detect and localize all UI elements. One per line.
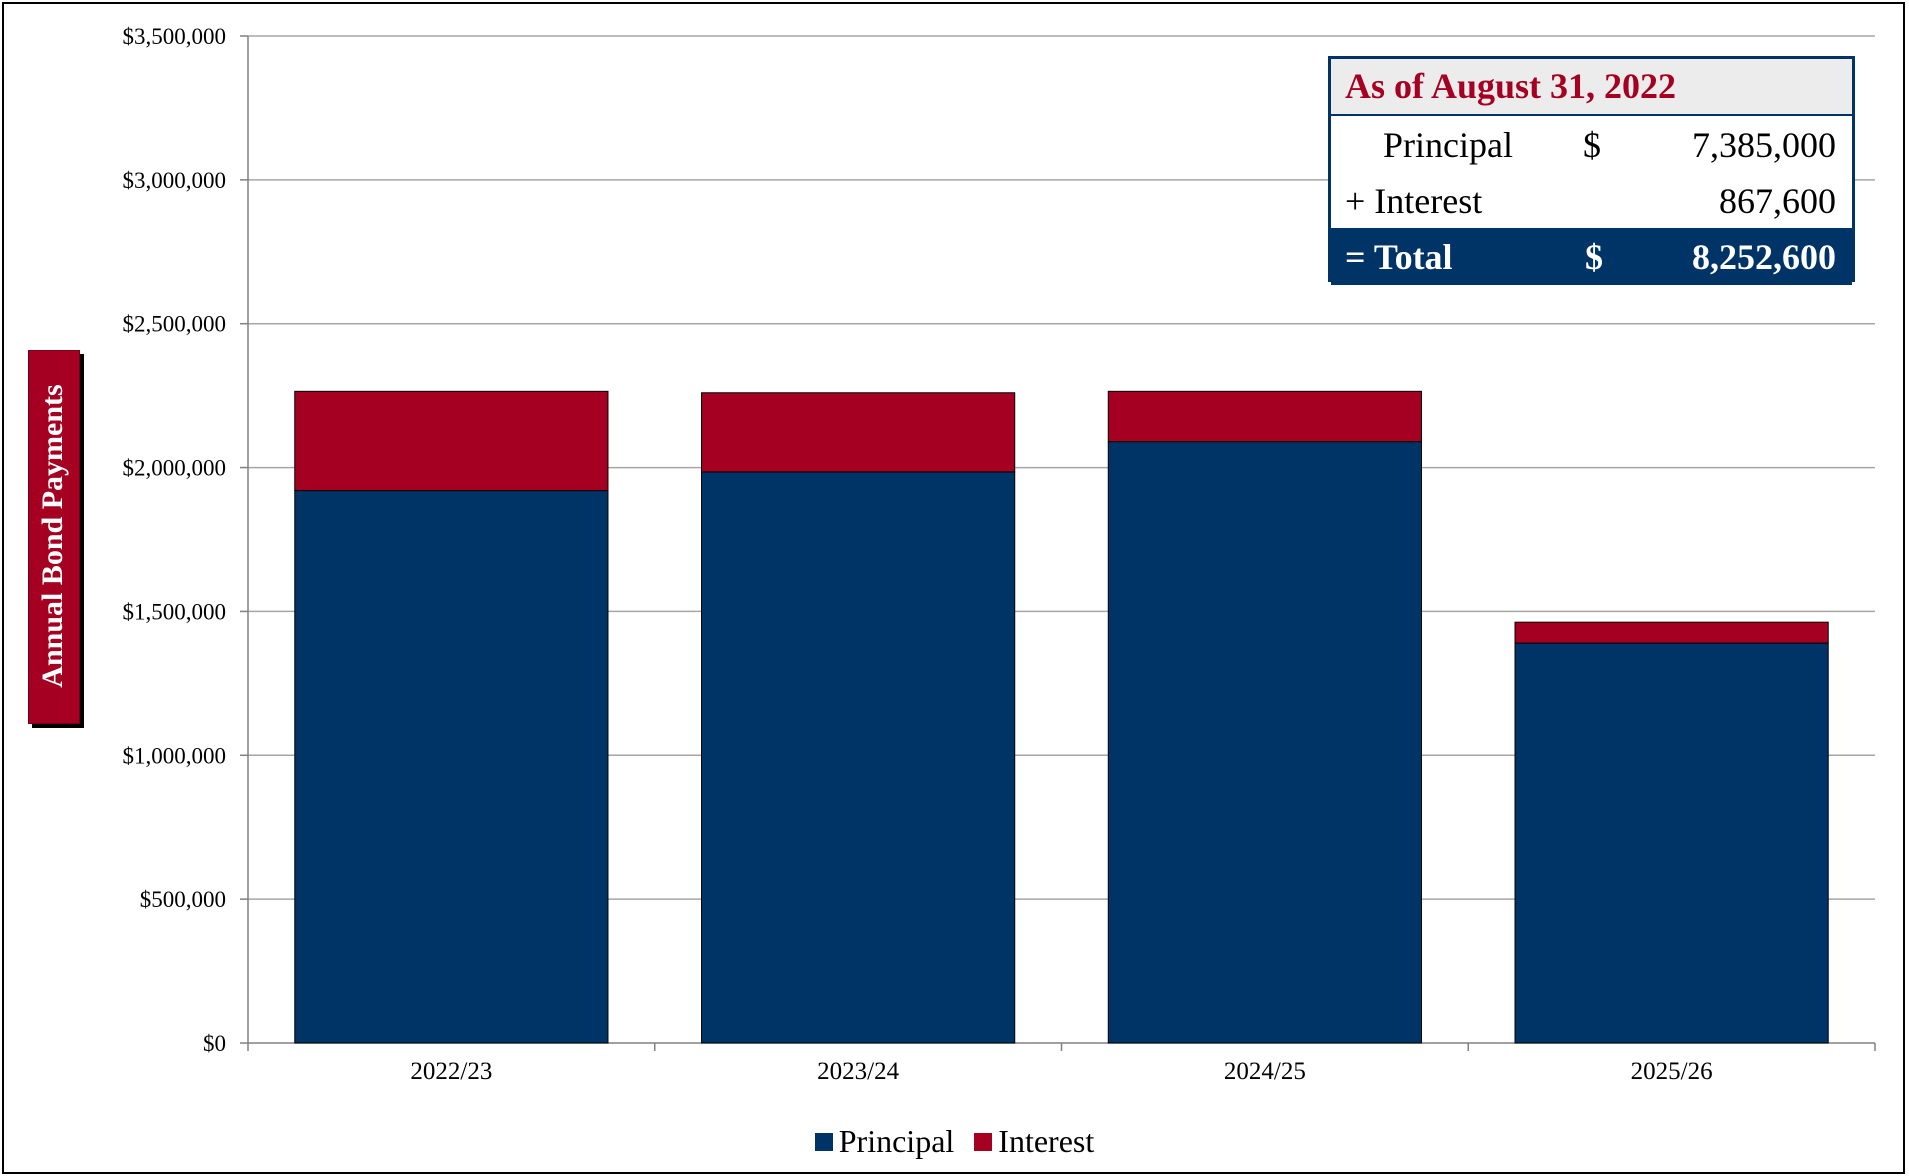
summary-interest-label: + Interest	[1345, 181, 1483, 221]
x-tick-label: 2022/23	[410, 1058, 492, 1085]
bar-principal-2023-24	[701, 471, 1016, 1044]
bar-interest-2023-24	[701, 392, 1016, 473]
bar-principal-2024-25	[1107, 441, 1422, 1044]
summary-title: As of August 31, 2022	[1331, 59, 1852, 116]
y-tick-label: $2,000,000	[123, 456, 227, 481]
y-tick-label: $3,500,000	[123, 24, 227, 49]
legend-label-interest: Interest	[998, 1123, 1095, 1160]
chart-legend: Principal Interest	[0, 1120, 1909, 1160]
y-tick-label: $1,500,000	[123, 599, 227, 624]
legend-label-principal: Principal	[838, 1123, 955, 1160]
legend-swatch-principal	[814, 1132, 833, 1151]
summary-principal-value: 7,385,000	[1692, 125, 1836, 165]
legend-swatch-interest	[974, 1132, 993, 1151]
legend-item-principal: Principal	[814, 1123, 955, 1160]
y-tick-label: $1,000,000	[123, 743, 227, 768]
summary-total-currency: $	[1585, 237, 1603, 277]
summary-interest-value: 867,600	[1719, 181, 1836, 221]
y-tick-label: $2,500,000	[123, 312, 227, 337]
summary-total-label: = Total	[1345, 237, 1453, 277]
summary-total-value: 8,252,600	[1692, 237, 1836, 277]
legend-item-interest: Interest	[974, 1123, 1094, 1160]
y-axis-label: Annual Bond Payments	[36, 384, 69, 688]
x-tick-label: 2023/24	[817, 1058, 899, 1085]
x-tick-label: 2024/25	[1224, 1058, 1306, 1085]
summary-table: As of August 31, 2022 Principal $ 7,385,…	[1328, 56, 1855, 285]
bar-interest-2022-23	[294, 390, 609, 492]
bar-interest-2024-25	[1107, 390, 1422, 443]
bar-interest-2025-26	[1514, 621, 1829, 644]
y-tick-label: $3,000,000	[123, 168, 227, 193]
summary-row-total: = Total $ 8,252,600	[1331, 228, 1852, 285]
summary-row-interest: + Interest 867,600	[1331, 172, 1852, 228]
summary-row-principal: Principal $ 7,385,000	[1331, 116, 1852, 172]
y-tick-label: $0	[203, 1031, 226, 1056]
y-tick-label: $500,000	[140, 887, 226, 912]
bar-principal-2022-23	[294, 490, 609, 1044]
x-tick-label: 2025/26	[1631, 1058, 1713, 1085]
summary-principal-currency: $	[1583, 125, 1601, 165]
summary-principal-label: Principal	[1383, 125, 1513, 165]
bar-principal-2025-26	[1514, 642, 1829, 1044]
y-axis-label-box	[28, 350, 80, 724]
